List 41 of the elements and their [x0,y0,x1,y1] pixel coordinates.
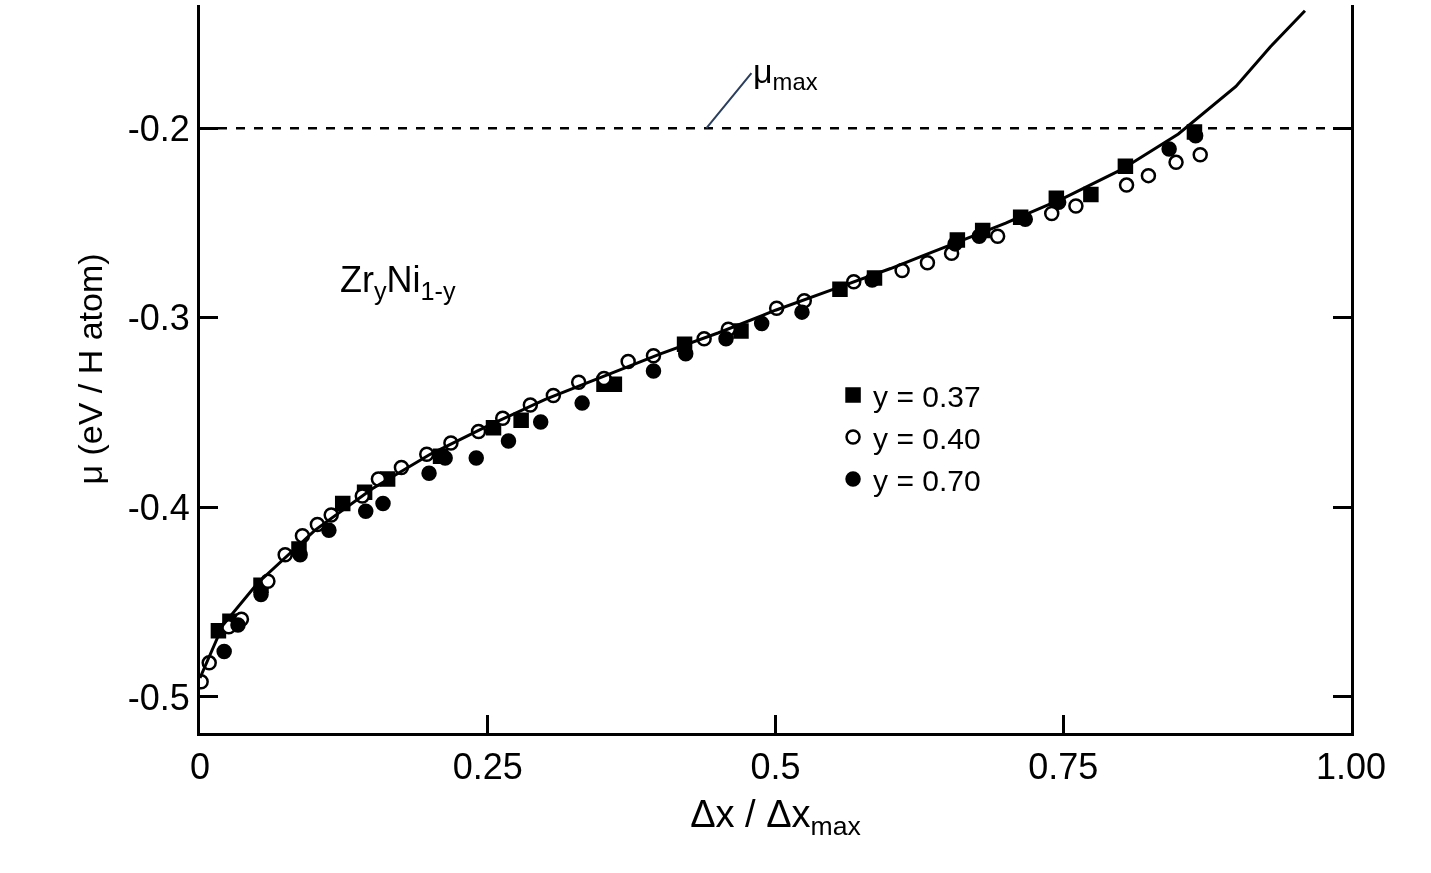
y-tick-label: -0.4 [127,487,190,528]
x-axis-title: Δx / Δx$_{max}$ [690,793,862,842]
point [1118,177,1135,193]
x-tick-label: 0.5 [750,746,801,788]
point [794,304,810,320]
point [321,522,337,538]
x-tick-label: 0.75 [1028,746,1099,788]
legend-label: y = 0.70 [873,463,981,497]
point [718,330,734,347]
point [1083,186,1099,203]
point [216,643,232,660]
point [1140,167,1157,184]
point [1044,205,1060,222]
point [421,465,437,482]
point [645,363,662,379]
point [468,450,484,466]
annotation: Zr$_{y}$Ni$_{1-y}$ [340,259,456,305]
point [1068,198,1084,214]
x-tick-label: 1.00 [1315,746,1387,788]
point [989,228,1006,245]
point [375,495,391,512]
point [1161,141,1177,157]
point [1192,147,1208,163]
y-tick-label: -0.3 [127,297,190,339]
legend-label: y = 0.37 [873,379,981,413]
y-tick-label: -0.5 [127,676,190,718]
point [574,395,590,411]
x-tick-label: 0.25 [452,746,523,788]
point [753,315,770,332]
point [500,433,517,449]
point [1168,154,1184,171]
point [230,617,246,633]
x-tick-label: 0 [189,746,211,788]
ref-line-label: μ$_{max}$ [753,52,818,96]
point [513,412,529,428]
point [358,503,374,519]
point [919,255,936,271]
point [532,414,549,430]
legend-label: y = 0.40 [873,421,981,455]
y-tick-label: -0.2 [127,107,190,149]
y-axis-title: μ (eV / H atom) [71,253,110,485]
